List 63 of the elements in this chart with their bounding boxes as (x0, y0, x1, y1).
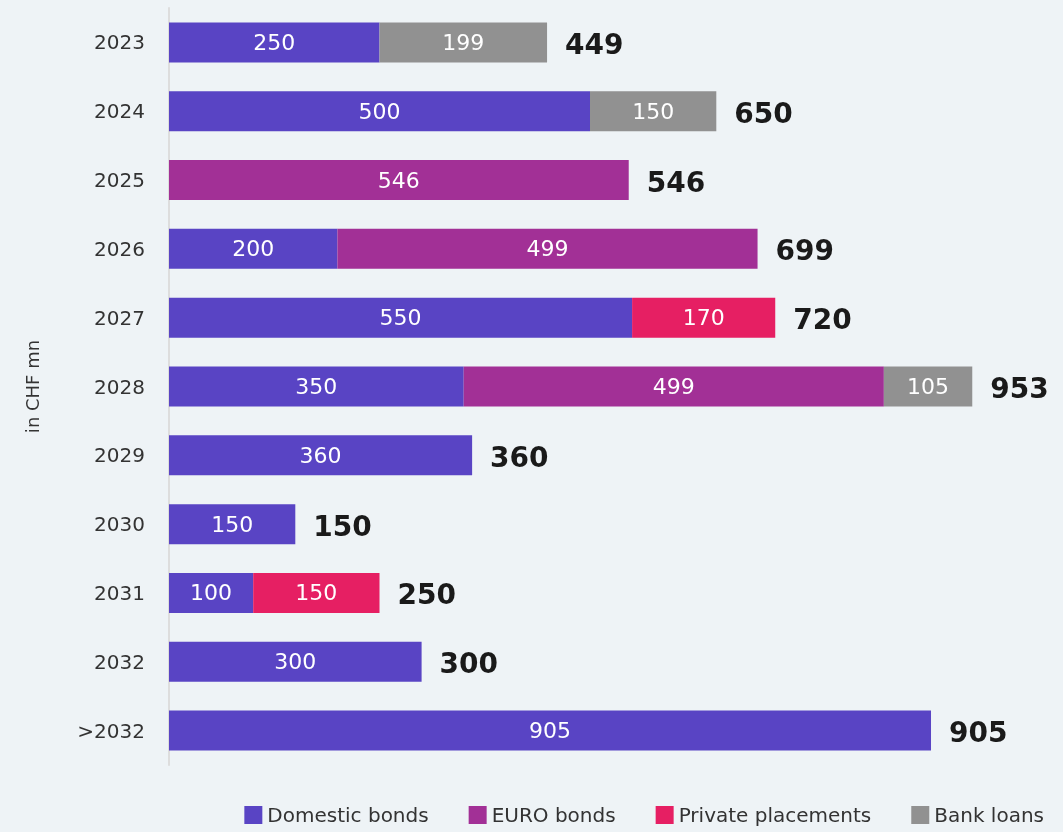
y-tick-label: >2032 (77, 718, 145, 743)
bar (169, 366, 464, 407)
bar (590, 91, 717, 132)
data-label: 200 (232, 236, 275, 262)
y-tick-label: 2030 (94, 512, 145, 537)
data-label: 360 (299, 442, 342, 468)
bar (169, 504, 296, 545)
total-label: 546 (646, 165, 706, 199)
bar (379, 22, 548, 63)
data-label: 150 (295, 580, 338, 606)
total-label: 360 (490, 440, 549, 474)
bar (169, 710, 932, 751)
legend-label: Bank loans (934, 803, 1045, 827)
y-tick-label: 2028 (94, 374, 145, 399)
total-label: 953 (990, 372, 1049, 405)
bar (169, 641, 422, 682)
total-label: 905 (949, 716, 1008, 750)
bar (169, 160, 629, 201)
bar (883, 366, 973, 407)
data-label: 199 (442, 29, 485, 55)
data-label: 499 (652, 374, 695, 399)
bar (169, 297, 633, 338)
data-label: 105 (907, 374, 950, 399)
y-tick-label: 2027 (94, 305, 145, 330)
data-label: 170 (682, 305, 725, 331)
bar (169, 91, 590, 132)
bar (463, 366, 884, 407)
data-label: 250 (253, 29, 296, 55)
total-label: 449 (565, 27, 624, 61)
total-label: 150 (313, 509, 372, 543)
total-label: 699 (775, 234, 835, 268)
y-tick-label: 2025 (94, 168, 145, 193)
bar (169, 435, 473, 476)
y-tick-label: 2023 (94, 30, 145, 55)
data-label: 300 (274, 649, 317, 675)
bar (632, 297, 776, 338)
data-label: 350 (295, 374, 338, 399)
bar (337, 228, 758, 269)
y-tick-label: 2031 (94, 580, 145, 605)
legend-label: EURO bonds (491, 803, 616, 827)
total-label: 250 (397, 578, 456, 612)
bar (169, 22, 380, 63)
data-label: 150 (632, 98, 675, 124)
y-tick-label: 2029 (94, 443, 145, 468)
data-label: 550 (379, 305, 422, 331)
legend-label: Domestic bonds (267, 803, 429, 827)
total-label: 720 (793, 303, 852, 337)
bar (169, 572, 254, 613)
total-label: 300 (439, 647, 499, 681)
data-label: 499 (526, 236, 569, 262)
legend-label: Private placements (678, 803, 872, 827)
bar (253, 572, 380, 613)
bar (169, 228, 338, 269)
y-axis-title: in CHF mn (21, 339, 43, 434)
data-label: 500 (358, 98, 401, 124)
data-label: 546 (377, 167, 420, 193)
data-label: 150 (211, 511, 254, 537)
data-label: 905 (529, 718, 572, 744)
total-label: 650 (734, 96, 793, 130)
data-label: 100 (190, 580, 233, 606)
y-tick-label: 2026 (94, 236, 145, 261)
y-tick-label: 2032 (94, 649, 145, 674)
y-tick-label: 2024 (94, 99, 145, 124)
